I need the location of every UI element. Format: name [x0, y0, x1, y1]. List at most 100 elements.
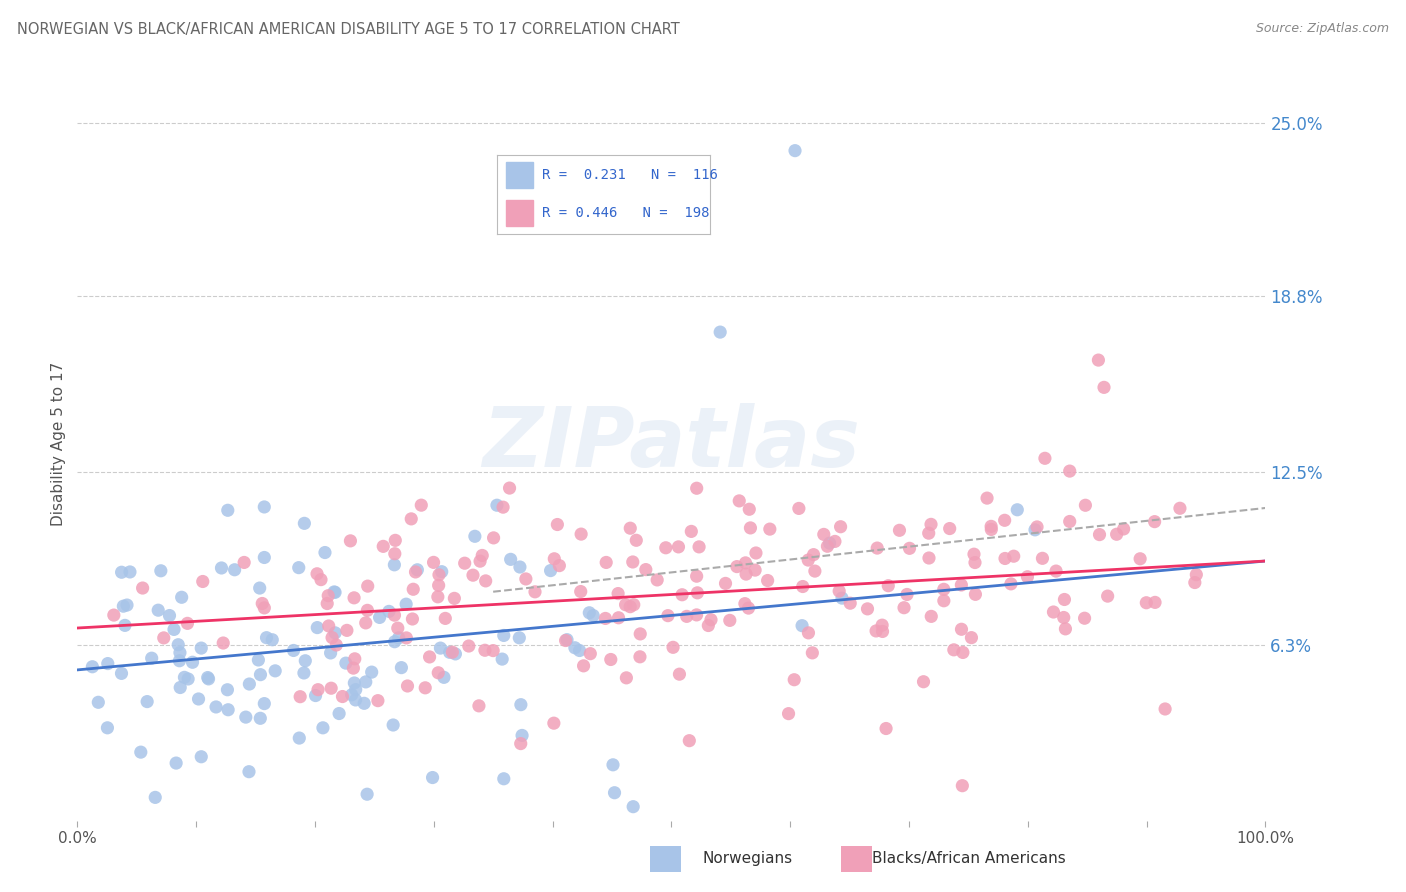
Point: [1168, 501, 1191, 516]
Text: Source: ZipAtlas.com: Source: ZipAtlas.com: [1256, 22, 1389, 36]
Point: [828, 584, 851, 599]
Point: [1074, 498, 1097, 512]
Point: [112, 599, 135, 614]
Point: [143, 790, 166, 805]
Point: [304, 689, 326, 703]
Point: [515, 572, 537, 586]
Point: [103, 608, 125, 623]
Point: [994, 551, 1017, 566]
Point: [360, 665, 382, 680]
Point: [307, 682, 329, 697]
Point: [548, 558, 571, 573]
Point: [256, 631, 278, 645]
Point: [737, 601, 759, 615]
Point: [787, 501, 810, 516]
Point: [249, 667, 271, 681]
Point: [249, 581, 271, 595]
Point: [994, 513, 1017, 527]
Point: [427, 665, 450, 680]
Point: [238, 677, 260, 691]
Point: [482, 643, 505, 657]
Point: [963, 556, 986, 570]
Point: [402, 582, 425, 597]
Point: [474, 643, 496, 657]
Point: [1053, 592, 1076, 607]
Point: [343, 676, 366, 690]
Point: [283, 643, 305, 657]
Point: [554, 633, 576, 648]
Point: [468, 554, 491, 568]
Point: [401, 612, 423, 626]
Point: [555, 632, 578, 647]
Point: [406, 563, 429, 577]
Point: [778, 706, 800, 721]
Point: [662, 640, 685, 655]
Point: [253, 550, 276, 565]
Point: [602, 757, 624, 772]
Point: [141, 651, 163, 665]
Point: [217, 503, 239, 517]
Point: [96, 721, 118, 735]
Point: [323, 585, 346, 599]
Point: [288, 731, 311, 745]
Point: [619, 521, 641, 535]
Bar: [506, 200, 533, 227]
Point: [498, 481, 520, 495]
Point: [619, 599, 641, 614]
Point: [152, 631, 174, 645]
Point: [540, 564, 562, 578]
Point: [734, 556, 756, 570]
Point: [439, 645, 461, 659]
Point: [621, 799, 644, 814]
Point: [340, 688, 363, 702]
Point: [384, 634, 406, 648]
Point: [668, 540, 690, 554]
Point: [353, 696, 375, 710]
Point: [325, 638, 347, 652]
Point: [714, 576, 737, 591]
Point: [893, 600, 915, 615]
Point: [217, 682, 239, 697]
Point: [628, 627, 651, 641]
Point: [546, 517, 568, 532]
Point: [429, 641, 451, 656]
Point: [342, 661, 364, 675]
Point: [197, 671, 219, 685]
Point: [97, 657, 120, 671]
Point: [932, 582, 955, 597]
Point: [252, 597, 274, 611]
Point: [614, 598, 637, 612]
Point: [678, 733, 700, 747]
Point: [211, 561, 233, 575]
Point: [426, 590, 449, 604]
Point: [813, 527, 835, 541]
Point: [578, 606, 600, 620]
Point: [865, 624, 887, 638]
Point: [564, 640, 586, 655]
Point: [176, 616, 198, 631]
Point: [332, 690, 354, 704]
Point: [965, 587, 987, 601]
Point: [131, 581, 153, 595]
Point: [339, 533, 361, 548]
Point: [870, 618, 893, 632]
Point: [686, 586, 709, 600]
Point: [920, 609, 942, 624]
Point: [918, 526, 941, 541]
Point: [288, 690, 311, 704]
Point: [321, 681, 343, 696]
Point: [1017, 570, 1039, 584]
Point: [323, 585, 346, 599]
Point: [1059, 515, 1081, 529]
Point: [728, 494, 751, 508]
Point: [671, 588, 693, 602]
Point: [582, 608, 605, 623]
Point: [938, 522, 960, 536]
Point: [238, 764, 260, 779]
Text: NORWEGIAN VS BLACK/AFRICAN AMERICAN DISABILITY AGE 5 TO 17 CORRELATION CHART: NORWEGIAN VS BLACK/AFRICAN AMERICAN DISA…: [17, 22, 679, 37]
Point: [413, 681, 436, 695]
Point: [354, 615, 377, 630]
Point: [129, 745, 152, 759]
Point: [253, 500, 276, 514]
Point: [181, 655, 204, 669]
